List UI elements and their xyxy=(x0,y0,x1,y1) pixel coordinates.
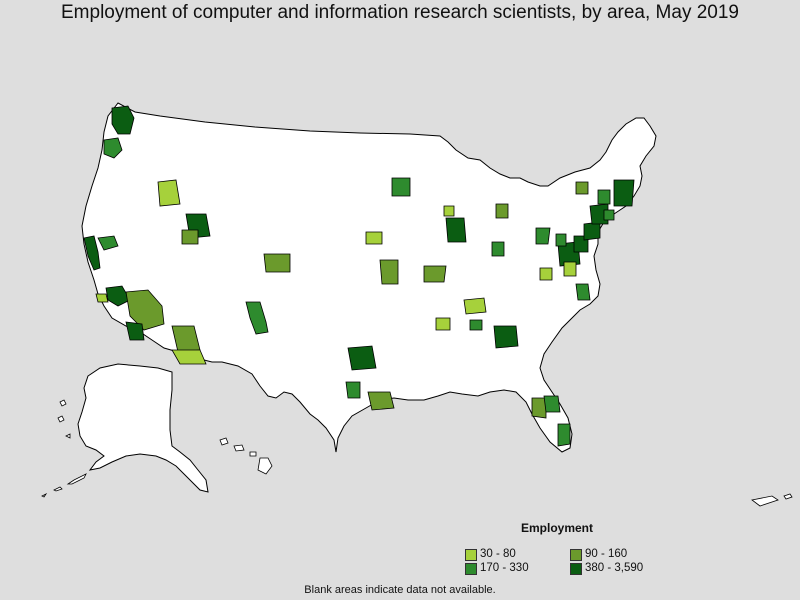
metro-region-raleigh-area xyxy=(539,267,553,281)
metro-region-detroit-area xyxy=(495,203,509,219)
metro-region-houston-area xyxy=(367,391,395,411)
metro-region-santa-barbara-area xyxy=(95,293,109,303)
metro-region-columbus-area xyxy=(535,227,551,245)
metro-region-madison-area xyxy=(443,205,455,217)
metro-region-tampa-area xyxy=(531,397,547,419)
legend-swatch-90-160 xyxy=(570,549,582,561)
metro-region-san-diego-area xyxy=(125,321,145,341)
metro-region-orlando-area xyxy=(543,395,561,413)
metro-region-huntsville-area xyxy=(435,317,451,331)
metro-region-boston-area xyxy=(613,179,635,207)
puerto-rico-islands xyxy=(751,493,793,507)
metro-region-riverside-area xyxy=(125,289,165,331)
metro-region-denver-area xyxy=(263,253,291,273)
metro-region-portland-area xyxy=(103,137,123,159)
metro-region-philadelphia-area xyxy=(583,221,601,241)
map-title: Employment of computer and information r… xyxy=(61,2,739,23)
metro-region-minneapolis-area xyxy=(391,177,411,197)
metro-region-birmingham-area xyxy=(469,319,483,331)
metro-region-virginia-beach-area xyxy=(575,283,591,301)
aleutian-islands xyxy=(41,473,87,498)
metro-region-hartford-area xyxy=(603,209,615,221)
legend-title: Employment xyxy=(521,521,594,535)
metro-region-boise-area xyxy=(157,179,181,207)
metro-region-tucson-area xyxy=(171,349,207,365)
metro-region-los-angeles-area xyxy=(105,285,131,307)
metro-region-indianapolis-area xyxy=(491,241,505,257)
legend-swatch-380-3590 xyxy=(570,563,582,575)
metro-region-sacramento-area xyxy=(97,235,119,251)
metro-region-kansas-city-area xyxy=(379,259,399,285)
metro-region-st-louis-area xyxy=(423,265,447,283)
alaska-shape xyxy=(77,363,209,493)
metro-region-chicago-area xyxy=(445,217,467,243)
metro-region-charlottesville-area xyxy=(563,261,577,277)
metro-region-rochester-area xyxy=(575,181,589,195)
metro-region-provo-area xyxy=(181,229,199,245)
metro-region-albuquerque-area xyxy=(245,301,269,335)
map-legend: Employment 30 - 80 90 - 160 170 - 330 38… xyxy=(462,520,662,580)
footnote: Blank areas indicate data not available. xyxy=(304,584,496,596)
hawaii-islands xyxy=(219,437,273,475)
metro-region-austin-area xyxy=(345,381,361,399)
metro-region-san-francisco-area xyxy=(83,235,101,271)
metro-region-albany-area xyxy=(597,189,611,205)
metro-region-atlanta-area xyxy=(493,325,519,349)
metro-region-pittsburgh-area xyxy=(555,233,567,247)
metro-region-new-york-area xyxy=(589,203,609,225)
metro-region-dallas-area xyxy=(347,345,377,371)
metro-region-seattle-area xyxy=(111,105,135,135)
legend-swatch-30-80 xyxy=(465,549,477,561)
metro-region-nashville-area xyxy=(463,297,487,315)
metro-regions-layer xyxy=(83,105,635,447)
legend-swatch-170-330 xyxy=(465,563,477,575)
alaska-southeast-islands xyxy=(57,399,71,439)
metro-region-des-moines-area xyxy=(365,231,383,245)
metro-region-miami-area xyxy=(557,423,571,447)
